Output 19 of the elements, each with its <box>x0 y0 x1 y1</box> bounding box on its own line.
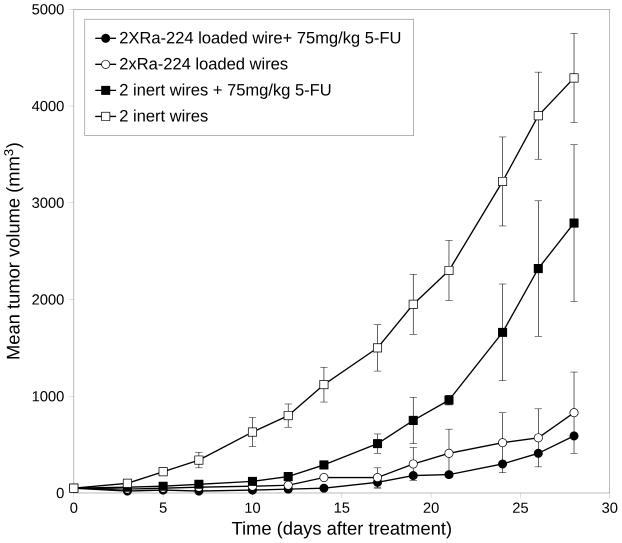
x-tick-label: 25 <box>513 502 528 514</box>
y-tick-label: 0 <box>56 488 64 498</box>
x-tick-label: 5 <box>160 502 167 514</box>
y-tick-label: 5000 <box>32 4 64 15</box>
y-axis-title: Mean tumor volume (mm$^{3}$) <box>4 144 24 359</box>
x-tick-label: 30 <box>602 502 618 514</box>
x-tick-label: 10 <box>245 502 260 514</box>
legend-label: 2xRa-224 loaded wires <box>120 58 288 70</box>
legend-label: 2 inert wires + 75mg/kg 5-FU <box>120 84 330 100</box>
y-tick-label: 4000 <box>32 101 64 112</box>
y-tick-label: 2000 <box>32 294 64 305</box>
y-tick-label: 3000 <box>32 198 64 208</box>
legend-label: 2 inert wires <box>120 110 208 122</box>
x-tick-label: 15 <box>334 502 350 514</box>
x-tick-label: 0 <box>70 502 78 514</box>
legend-label: 2XRa-224 loaded wire+ 75mg/kg 5-FU <box>120 32 400 48</box>
y-tick-label: 1000 <box>32 391 64 402</box>
x-tick-label: 20 <box>424 502 439 514</box>
x-axis-title: Time (days after treatment) <box>232 522 451 539</box>
